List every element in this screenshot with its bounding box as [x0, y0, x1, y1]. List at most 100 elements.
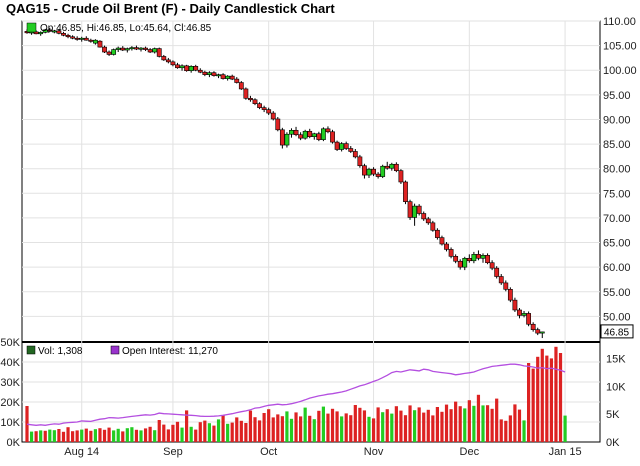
volume-tick-label: 40K [0, 357, 20, 369]
volume-bar [317, 410, 321, 442]
volume-bar [349, 415, 353, 442]
candle-body [302, 130, 308, 139]
candle-body [389, 163, 395, 169]
volume-bar [472, 405, 476, 442]
candle [444, 242, 449, 252]
candle [120, 46, 126, 52]
volume-bar [371, 418, 376, 442]
volume-bar [449, 409, 453, 442]
candle-body [316, 133, 322, 140]
candle-body [521, 313, 527, 316]
candle-body [275, 118, 281, 131]
candle [489, 260, 495, 271]
candle [284, 132, 290, 148]
price-tick-label: 90.00 [603, 114, 631, 126]
volume-bar [130, 427, 134, 442]
candle-body [507, 289, 513, 301]
date-tick-label: Sep [163, 446, 183, 458]
volume-bar [66, 427, 70, 442]
volume-bar [399, 410, 403, 442]
volume-bar [207, 423, 211, 442]
candle [243, 87, 249, 100]
candle-body [170, 61, 176, 66]
volume-axis-labels: 50K 40K 30K 20K 10K 0K [0, 337, 20, 449]
candle-body [489, 262, 495, 269]
date-tick-label: Aug 14 [64, 446, 99, 458]
volume-bar [285, 411, 289, 442]
volume-bar [390, 413, 394, 442]
candle-body [453, 256, 459, 262]
candle [65, 33, 71, 39]
candle-body [320, 128, 326, 140]
volume-bar [431, 415, 435, 442]
candle [503, 280, 509, 292]
candle [512, 297, 518, 312]
candle [380, 164, 386, 179]
candle-body [161, 56, 167, 61]
volume-bar [116, 428, 120, 442]
date-tick-label: Nov [364, 446, 384, 458]
candle [188, 65, 194, 73]
candle [412, 203, 417, 226]
volume-bar [444, 404, 449, 442]
candle-body [56, 30, 62, 34]
candle [248, 95, 253, 102]
volume-bar [308, 415, 312, 442]
candle [434, 228, 440, 240]
volume-bar [376, 407, 380, 442]
volume-bar [495, 398, 499, 442]
volume-bar [134, 429, 139, 442]
volume-bar [394, 406, 398, 442]
candle-body [61, 33, 66, 36]
price-legend-text: Op:46.85, Hi:46.85, Lo:45.64, Cl:46.85 [40, 23, 212, 34]
candle-body [494, 267, 500, 277]
volume-bar [271, 417, 275, 442]
volume-bar [71, 431, 75, 442]
candle [362, 163, 367, 179]
volume-bar [463, 408, 467, 442]
candle-body [480, 255, 486, 259]
volume-bar [171, 424, 175, 442]
candle [494, 266, 500, 279]
volume-bar [189, 426, 193, 442]
candle [175, 62, 180, 69]
candle [79, 36, 85, 42]
candle [134, 45, 139, 51]
candle [526, 311, 531, 327]
volume-bar [485, 405, 490, 442]
candle [179, 64, 185, 71]
candle [152, 47, 158, 54]
volume-bar [513, 404, 517, 442]
volume-bar [29, 431, 34, 442]
candle [147, 48, 153, 53]
volume-bar [230, 422, 234, 442]
volume-bar [39, 430, 43, 442]
volume-bar [267, 409, 271, 442]
candle-body [47, 29, 53, 32]
price-tick-label: 95.00 [603, 90, 631, 102]
volume-bar [476, 394, 481, 442]
candle [457, 259, 463, 270]
candle [156, 47, 162, 58]
candle-body [444, 243, 449, 250]
candle-body [466, 257, 472, 262]
candle [165, 57, 171, 64]
candle-body [530, 323, 536, 330]
volume-bar [57, 429, 61, 442]
candle [61, 31, 66, 37]
candle [97, 40, 103, 48]
volume-bar [244, 423, 248, 442]
volume-bar [440, 411, 444, 442]
candle-body [535, 329, 541, 334]
candle [521, 310, 527, 318]
candle [238, 81, 244, 90]
candle [211, 71, 217, 77]
candle-body [366, 168, 372, 176]
candle [102, 45, 107, 53]
volume-bar [403, 415, 408, 442]
candle-body [147, 49, 153, 53]
candle [352, 149, 358, 159]
date-tick-label: Oct [260, 446, 277, 458]
volume-bar [162, 424, 166, 442]
candle [421, 211, 427, 221]
